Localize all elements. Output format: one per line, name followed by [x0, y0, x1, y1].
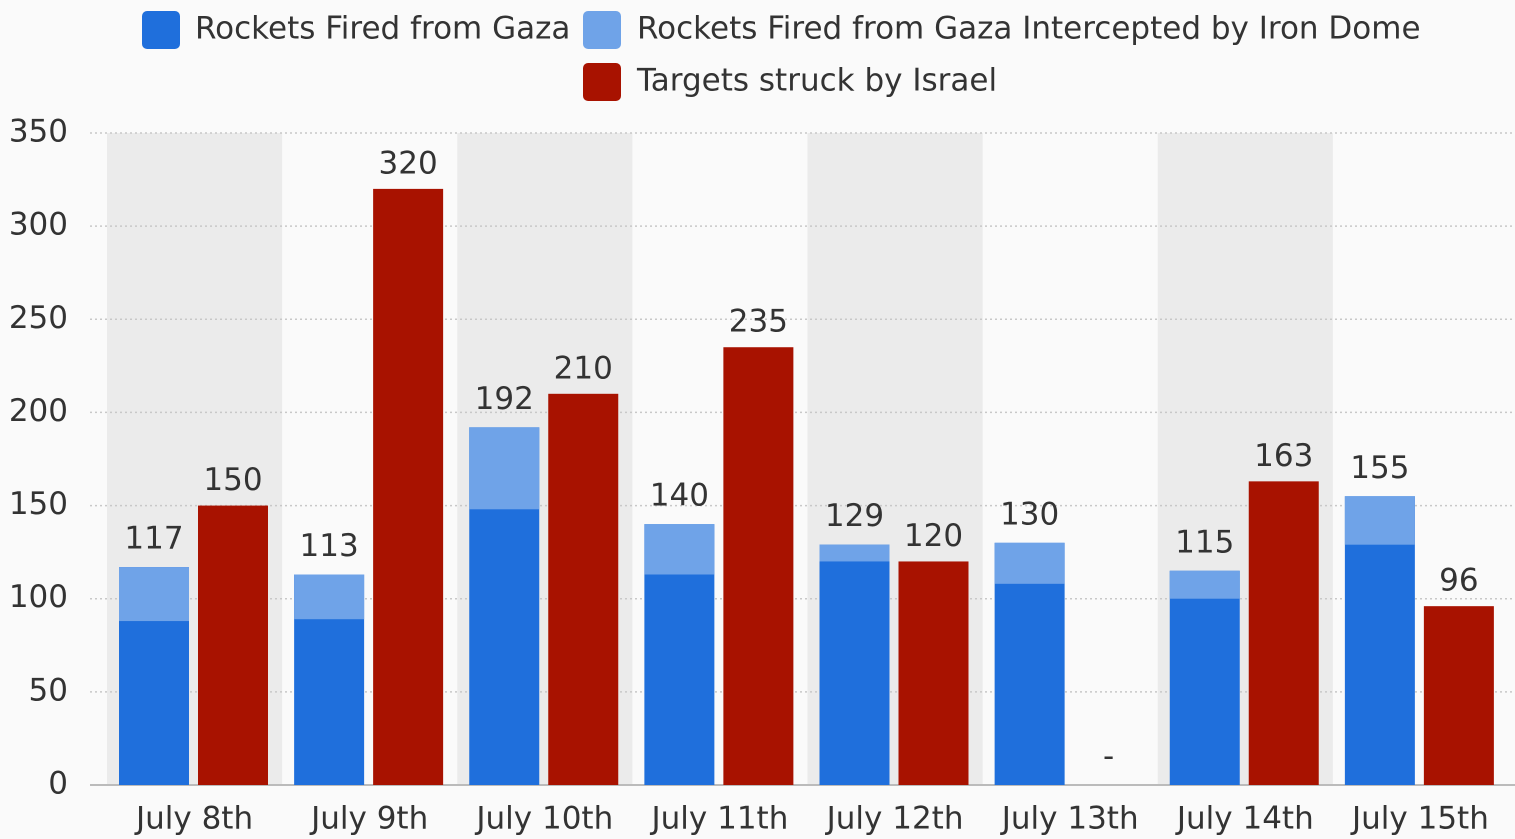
- legend-label: Targets struck by Israel: [636, 63, 997, 99]
- x-tick-label: July 8th: [134, 801, 253, 837]
- bar-segment: [119, 567, 189, 622]
- legend-swatch: [142, 11, 180, 49]
- x-tick-label: July 9th: [309, 801, 428, 837]
- bar: [819, 544, 890, 785]
- legend-swatch: [583, 11, 621, 49]
- data-label: 192: [475, 381, 534, 417]
- data-label: -: [1103, 739, 1114, 775]
- y-tick-label: 50: [29, 672, 68, 708]
- bar: [723, 347, 794, 785]
- x-tick-label: July 14th: [1175, 801, 1314, 837]
- y-tick-label: 350: [9, 114, 68, 150]
- data-label: 235: [729, 304, 788, 340]
- bar-segment: [994, 542, 1065, 584]
- bar-segment: [1169, 570, 1240, 599]
- y-tick-label: 300: [9, 207, 68, 243]
- data-label: 150: [203, 462, 262, 498]
- bar: [198, 505, 268, 785]
- data-label: 320: [379, 145, 438, 181]
- data-label: 163: [1254, 438, 1313, 474]
- bar: [1248, 481, 1319, 785]
- data-label: 140: [650, 478, 709, 514]
- y-tick-label: 150: [9, 486, 68, 522]
- y-tick-label: 0: [48, 766, 68, 802]
- x-tick-label: July 13th: [1000, 801, 1139, 837]
- data-label: 120: [904, 518, 963, 554]
- y-tick-label: 100: [9, 579, 68, 615]
- bar: [373, 188, 444, 785]
- x-tick-label: July 12th: [825, 801, 964, 837]
- data-label: 96: [1439, 563, 1478, 599]
- y-tick-label: 200: [9, 393, 68, 429]
- bar: [1169, 570, 1240, 785]
- bar-segment: [1344, 496, 1415, 545]
- legend-label: Rockets Fired from Gaza: [195, 11, 570, 47]
- data-label: 210: [554, 350, 613, 386]
- bar: [548, 393, 619, 785]
- bar-segment: [469, 427, 540, 510]
- x-tick-label: July 15th: [1350, 801, 1489, 837]
- data-label: 115: [1175, 524, 1234, 560]
- bar-segment: [819, 544, 890, 562]
- legend-swatch: [583, 63, 621, 101]
- bar: [1423, 606, 1494, 785]
- x-tick-label: July 10th: [474, 801, 613, 837]
- data-label: 130: [1000, 496, 1059, 532]
- bar: [898, 561, 969, 785]
- data-label: 113: [300, 528, 359, 564]
- data-label: 129: [825, 498, 884, 534]
- data-label: 117: [124, 521, 183, 557]
- bar-segment: [294, 574, 365, 620]
- y-tick-label: 250: [9, 300, 68, 336]
- data-label: 155: [1350, 450, 1409, 486]
- bar-segment: [644, 524, 715, 575]
- legend-label: Rockets Fired from Gaza Intercepted by I…: [637, 11, 1421, 47]
- x-tick-label: July 11th: [650, 801, 789, 837]
